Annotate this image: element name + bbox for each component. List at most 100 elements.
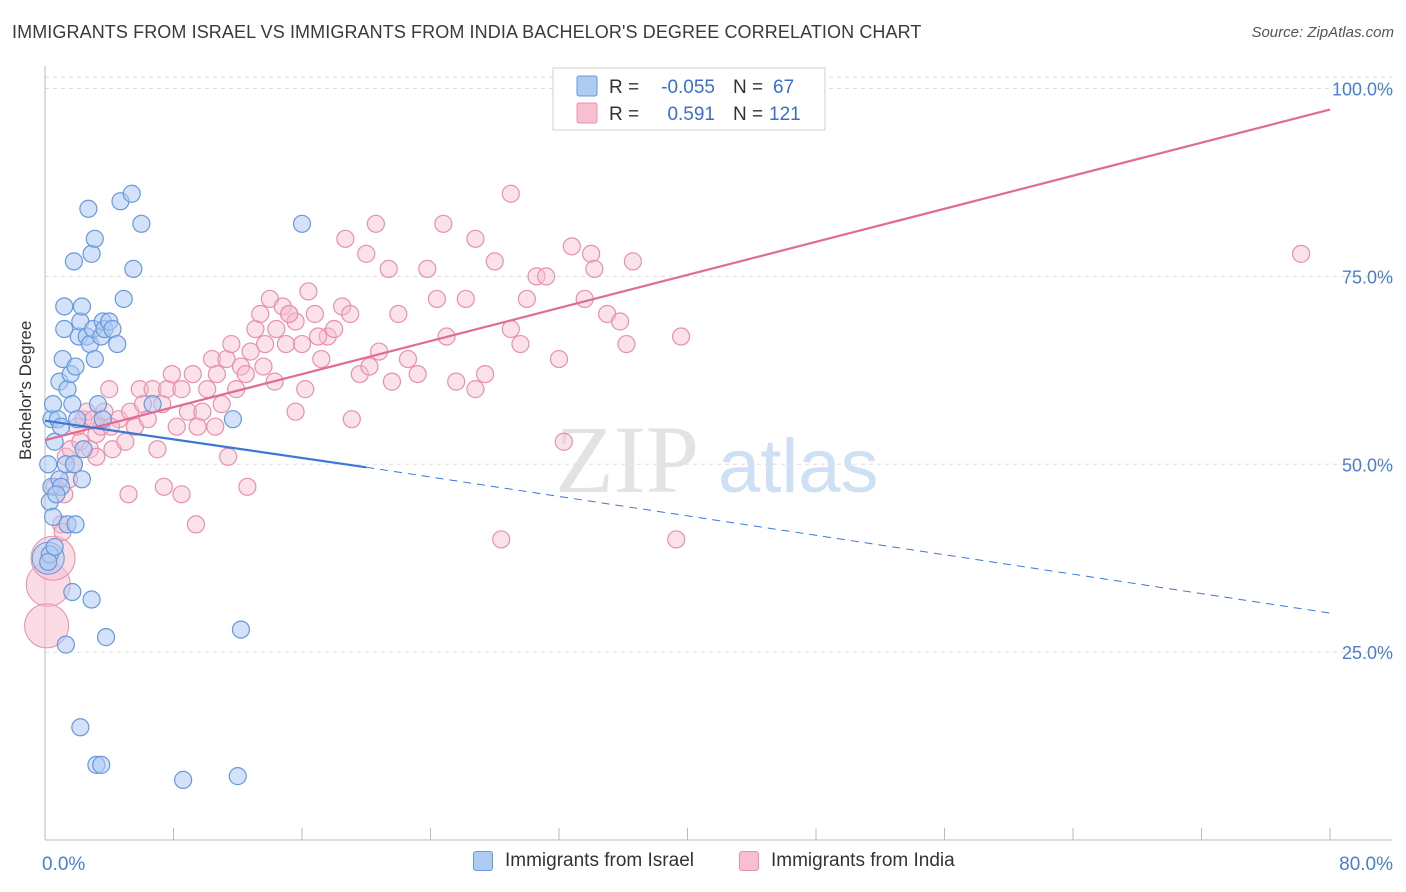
india-point xyxy=(342,410,361,429)
india-point xyxy=(582,244,601,263)
india-point xyxy=(167,417,186,436)
india-point xyxy=(1291,244,1311,263)
india-point xyxy=(418,259,437,278)
india-point xyxy=(318,327,337,346)
israel-point xyxy=(74,440,93,459)
x-tick-label-max: 80.0% xyxy=(1339,854,1393,875)
israel-point xyxy=(88,395,108,414)
india-point xyxy=(562,237,581,256)
israel-point xyxy=(71,718,90,737)
watermark-atlas: atlas xyxy=(718,424,879,509)
india-point xyxy=(312,349,331,369)
india-point xyxy=(341,304,360,324)
india-point xyxy=(236,364,255,384)
india-point xyxy=(116,432,135,451)
india-point xyxy=(193,402,212,421)
india-point xyxy=(466,380,485,399)
india-trend-line xyxy=(44,108,1331,442)
legend-india-swatch xyxy=(576,102,598,124)
india-point xyxy=(308,327,328,346)
india-point xyxy=(366,214,385,233)
legend-israel-r-label: R = xyxy=(609,77,639,98)
india-point xyxy=(251,304,270,324)
israel-trend-line-dashed xyxy=(366,466,1331,614)
israel-point xyxy=(68,410,87,429)
legend-india-r-label: R = xyxy=(609,104,639,125)
india-point xyxy=(485,252,504,271)
india-point xyxy=(501,184,520,203)
india-point xyxy=(350,364,369,384)
x-tick-label-min: 0.0% xyxy=(42,854,85,875)
israel-point xyxy=(124,259,143,278)
israel-point xyxy=(292,214,312,233)
legend-india-box xyxy=(739,851,759,871)
india-point xyxy=(212,395,231,414)
legend-india-n-value: 121 xyxy=(769,104,801,125)
india-point xyxy=(511,334,530,354)
israel-point xyxy=(132,214,151,233)
israel-point xyxy=(63,582,82,602)
y-tick-label: 50.0% xyxy=(1342,455,1393,475)
israel-point xyxy=(58,380,77,399)
legend-india-r-value: 0.591 xyxy=(667,104,715,125)
india-point xyxy=(183,364,202,384)
israel-point xyxy=(114,289,133,309)
israel-point xyxy=(66,515,85,534)
israel-point xyxy=(55,297,74,316)
israel-point xyxy=(231,620,251,639)
india-point xyxy=(198,380,217,399)
india-point xyxy=(100,380,119,399)
india-point xyxy=(130,380,149,399)
india-point xyxy=(162,364,181,384)
legend-india-n-label: N = xyxy=(733,104,763,125)
india-point xyxy=(466,229,485,248)
india-point xyxy=(206,417,225,436)
israel-point xyxy=(82,590,101,609)
india-point xyxy=(172,485,191,504)
y-axis-label: Bachelor's Degree xyxy=(16,320,35,460)
india-point xyxy=(273,297,292,316)
legend-israel-n-label: N = xyxy=(733,77,763,98)
india-point xyxy=(408,364,427,384)
india-point xyxy=(360,357,379,376)
india-point xyxy=(241,342,260,361)
india-point xyxy=(610,312,630,331)
india-point xyxy=(427,289,447,309)
israel-point xyxy=(108,334,127,354)
legend-bottom: Immigrants from Israel Immigrants from I… xyxy=(0,850,1406,880)
source-label: Source: ZipAtlas.com xyxy=(1251,24,1394,41)
india-point xyxy=(554,432,573,451)
axes xyxy=(44,66,1392,841)
legend-israel-box xyxy=(473,851,493,871)
israel-points xyxy=(31,184,312,789)
legend-israel-n-value: 67 xyxy=(773,77,794,98)
india-point xyxy=(537,267,556,286)
israel-point xyxy=(85,229,104,248)
israel-point xyxy=(72,297,92,316)
india-point xyxy=(585,259,604,278)
chart-title: IMMIGRANTS FROM ISRAEL VS IMMIGRANTS FRO… xyxy=(12,22,922,42)
india-point xyxy=(527,267,546,286)
legend-israel-swatch xyxy=(576,75,598,97)
israel-point xyxy=(72,470,92,489)
india-point xyxy=(517,289,536,309)
legend-top: R = -0.055 N = 67 R = 0.591 N = 121 xyxy=(552,67,826,131)
legend-israel-r-value: -0.055 xyxy=(661,77,715,98)
india-point xyxy=(280,304,299,324)
legend-item-israel: Immigrants from Israel xyxy=(473,850,694,872)
israel-point xyxy=(96,628,116,647)
india-point xyxy=(246,319,265,339)
india-point xyxy=(267,319,286,339)
india-point xyxy=(501,319,520,339)
india-point xyxy=(379,259,398,278)
y-tick-label: 75.0% xyxy=(1342,267,1393,287)
israel-point xyxy=(43,507,63,526)
israel-point xyxy=(43,395,63,414)
y-tick-label: 25.0% xyxy=(1342,643,1393,663)
india-point xyxy=(667,530,686,549)
india-point xyxy=(222,334,241,354)
india-point xyxy=(254,357,273,376)
israel-point xyxy=(82,244,101,263)
israel-point xyxy=(55,319,74,339)
